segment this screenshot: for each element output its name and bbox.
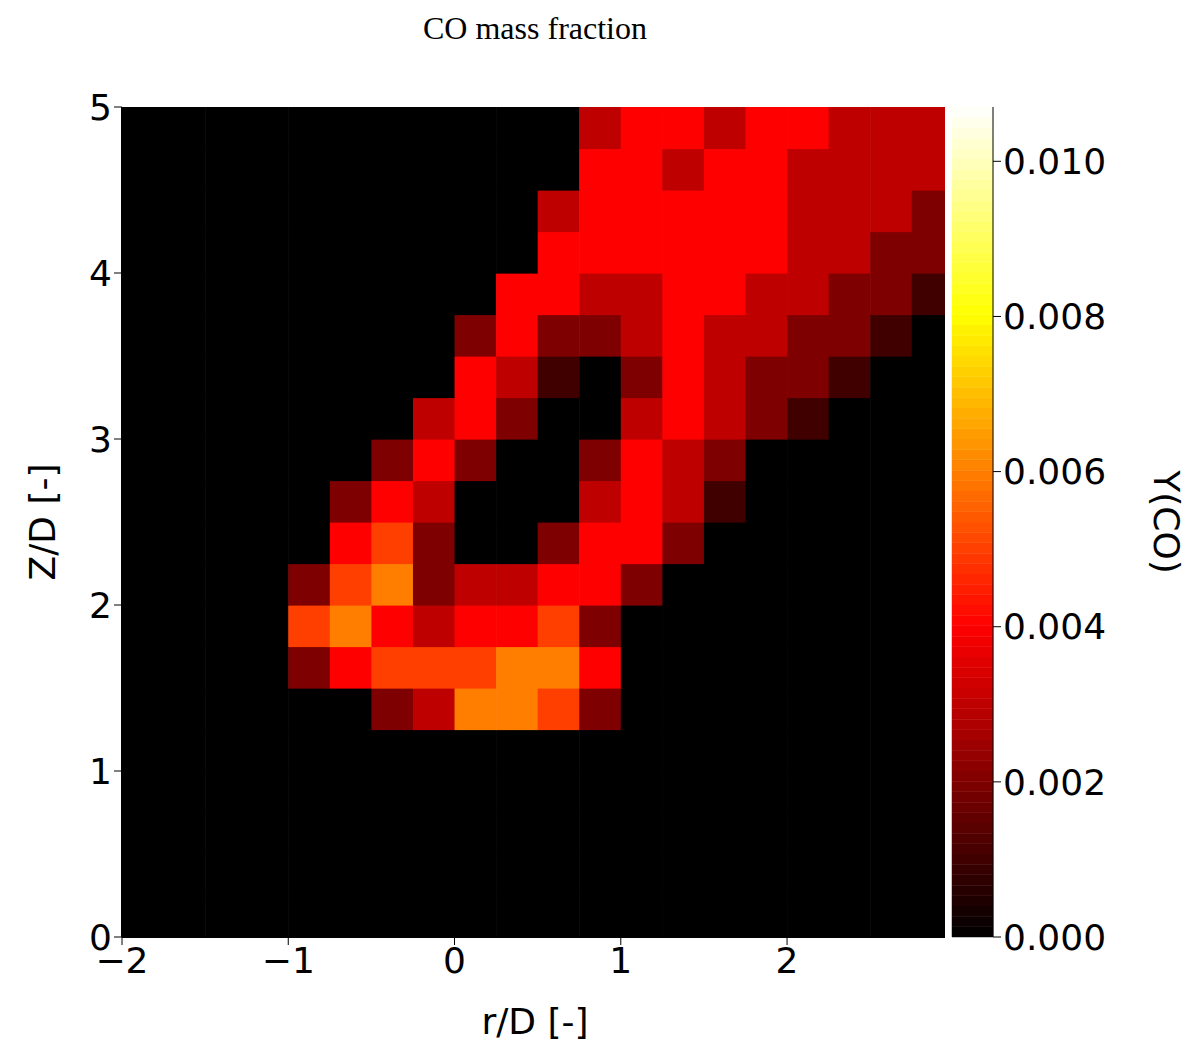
svg-text:5: 5 xyxy=(89,87,112,128)
svg-text:2: 2 xyxy=(89,585,112,626)
svg-text:−1: −1 xyxy=(262,940,315,981)
svg-text:0.008: 0.008 xyxy=(1003,296,1106,337)
svg-text:0.000: 0.000 xyxy=(1003,917,1106,958)
svg-text:0.010: 0.010 xyxy=(1003,141,1106,182)
svg-text:1: 1 xyxy=(89,751,112,792)
svg-text:0.004: 0.004 xyxy=(1003,606,1106,647)
html-text:Z/D [-]: Z/D [-] xyxy=(21,463,63,581)
svg-text:3: 3 xyxy=(89,419,112,460)
html-text:r/D [-]: r/D [-] xyxy=(481,1000,589,1042)
svg-text:0.006: 0.006 xyxy=(1003,451,1106,492)
svg-text:−2: −2 xyxy=(95,939,149,981)
svg-text:1: 1 xyxy=(609,940,632,981)
svg-text:4: 4 xyxy=(89,253,112,294)
svg-text:2: 2 xyxy=(776,940,799,981)
svg-text:0: 0 xyxy=(443,940,466,981)
html-text:Y(CO): Y(CO) xyxy=(1145,470,1187,574)
svg-text:0: 0 xyxy=(89,917,112,958)
html-text:CO mass fraction: CO mass fraction xyxy=(423,10,647,46)
svg-text:0.002: 0.002 xyxy=(1003,762,1106,803)
